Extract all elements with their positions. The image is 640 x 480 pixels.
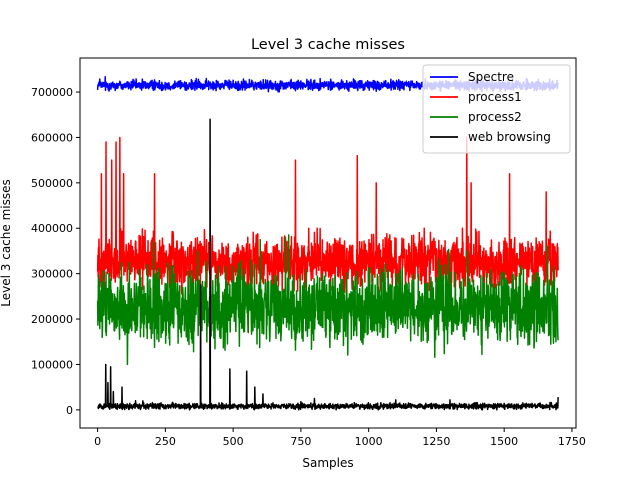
x-tick-label: 250	[155, 435, 176, 448]
plot-area	[96, 75, 559, 411]
plot-frame	[79, 57, 577, 429]
y-tick-label: 200000	[31, 313, 73, 326]
y-tick-label: 600000	[31, 131, 73, 144]
legend: Spectre process1 process2 web browsing	[422, 64, 571, 154]
chart-title: Level 3 cache misses	[251, 37, 405, 53]
series-line-web-browsing	[97, 118, 559, 411]
x-tick-label: 0	[94, 435, 101, 448]
legend-label: process1	[468, 90, 522, 104]
y-tick-label: 0	[66, 404, 73, 417]
y-tick-label: 500000	[31, 177, 73, 190]
x-tick-label: 1750	[558, 435, 586, 448]
legend-box	[422, 64, 571, 154]
series-line-process1	[96, 136, 559, 334]
legend-label: process2	[468, 110, 522, 124]
x-axis: 0 250 500 750 1000 1250 1500 1750	[94, 428, 586, 448]
x-tick-label: 1000	[355, 435, 383, 448]
y-tick-label: 400000	[31, 222, 73, 235]
x-tick-label: 1250	[422, 435, 450, 448]
x-tick-label: 500	[223, 435, 244, 448]
legend-label: Spectre	[468, 70, 514, 84]
y-tick-label: 300000	[31, 268, 73, 281]
y-tick-label: 100000	[31, 358, 73, 371]
x-axis-label: Samples	[302, 456, 353, 470]
series-line-process2	[96, 234, 559, 366]
y-tick-label: 700000	[31, 86, 73, 99]
legend-label: web browsing	[468, 130, 551, 144]
y-axis: 0 100000 200000 300000 400000 500000 600000 700…	[31, 86, 80, 417]
y-axis-label: Level 3 cache misses	[0, 179, 13, 306]
x-tick-label: 750	[290, 435, 311, 448]
x-tick-label: 1500	[490, 435, 518, 448]
